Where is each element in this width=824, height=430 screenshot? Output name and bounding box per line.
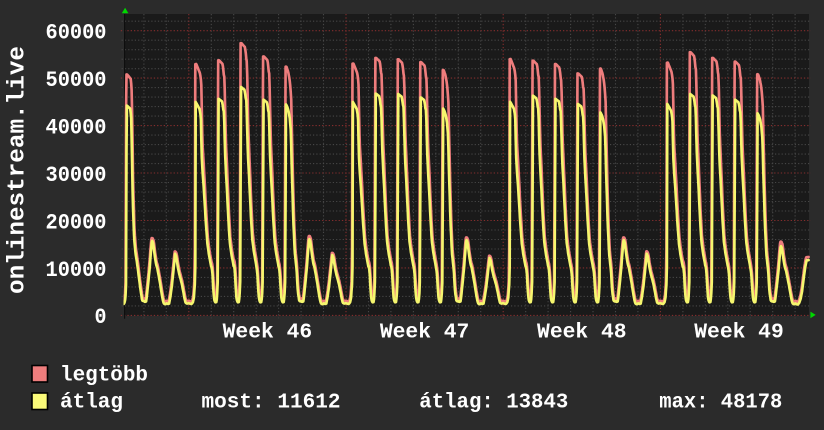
svg-text:Week 48: Week 48 xyxy=(537,322,627,345)
svg-text:átlag: 13843: átlag: 13843 xyxy=(419,391,568,414)
svg-text:40000: 40000 xyxy=(46,114,107,140)
svg-text:átlag: átlag xyxy=(60,391,123,414)
svg-text:onlinestream.live: onlinestream.live xyxy=(5,46,32,294)
svg-text:legtöbb: legtöbb xyxy=(60,364,148,387)
svg-text:30000: 30000 xyxy=(46,162,107,188)
svg-text:most: 11612: most: 11612 xyxy=(202,391,341,414)
svg-text:60000: 60000 xyxy=(46,20,107,46)
svg-text:max: 48178: max: 48178 xyxy=(659,391,782,414)
svg-text:0: 0 xyxy=(95,304,107,330)
svg-text:Week 46: Week 46 xyxy=(223,322,313,345)
svg-text:50000: 50000 xyxy=(46,67,107,93)
svg-text:10000: 10000 xyxy=(46,257,107,283)
svg-text:Week 47: Week 47 xyxy=(380,322,470,345)
svg-text:Week 49: Week 49 xyxy=(694,322,784,345)
svg-text:20000: 20000 xyxy=(46,209,107,235)
